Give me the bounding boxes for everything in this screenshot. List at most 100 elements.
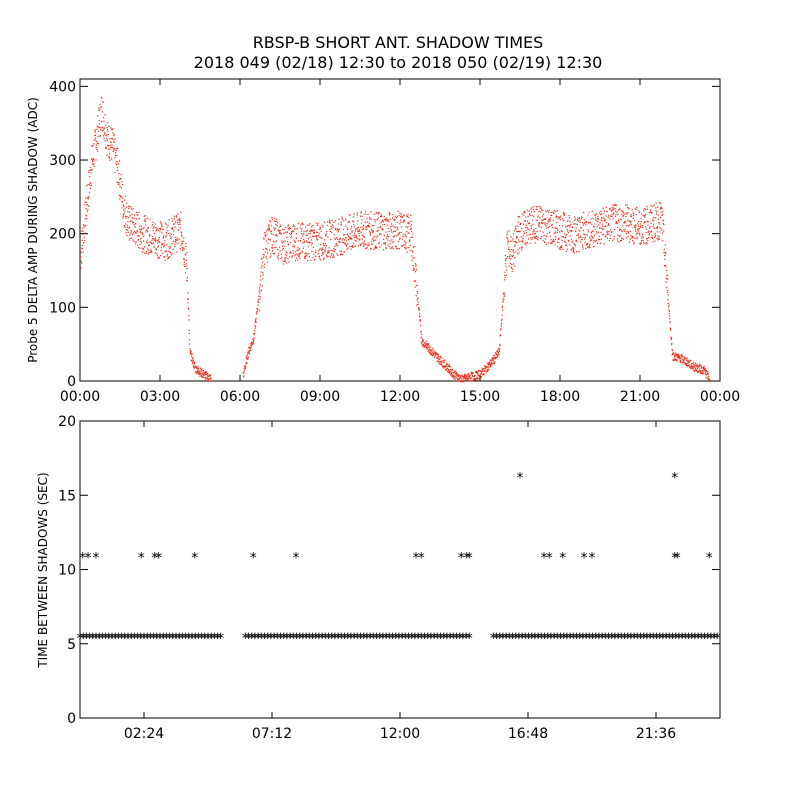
top-data-point xyxy=(617,234,619,236)
top-data-point xyxy=(152,238,154,240)
bottom-baseline-star: * xyxy=(86,631,93,647)
top-data-point xyxy=(153,238,155,240)
top-data-point xyxy=(333,255,335,257)
top-data-point xyxy=(595,217,597,219)
top-data-point xyxy=(627,212,629,214)
top-data-point xyxy=(613,238,615,240)
top-data-point xyxy=(416,290,418,293)
top-data-point xyxy=(151,242,153,244)
top-data-point xyxy=(120,177,122,180)
top-data-point xyxy=(124,226,126,228)
top-data-point xyxy=(415,295,417,297)
top-x-tick-label: 00:00 xyxy=(60,389,100,405)
top-data-point xyxy=(375,211,377,214)
top-data-point xyxy=(116,154,118,157)
top-data-point xyxy=(330,226,332,228)
top-data-point xyxy=(427,350,429,352)
top-data-point xyxy=(354,234,356,236)
top-data-point xyxy=(255,317,257,320)
top-data-point xyxy=(634,225,636,227)
top-data-point xyxy=(644,221,646,223)
top-data-point xyxy=(99,127,101,129)
bottom-baseline-star: * xyxy=(261,631,268,647)
top-data-point xyxy=(609,218,611,220)
top-data-point xyxy=(153,226,155,228)
top-data-point xyxy=(270,231,272,233)
top-data-point xyxy=(617,213,619,215)
top-data-point xyxy=(498,350,501,352)
top-data-point xyxy=(268,228,270,230)
bottom-baseline-star: * xyxy=(634,631,641,647)
top-data-point xyxy=(341,239,344,241)
top-data-point xyxy=(90,169,93,171)
top-data-point xyxy=(527,215,529,218)
top-data-point xyxy=(101,96,103,99)
top-data-point xyxy=(302,247,304,249)
top-data-point xyxy=(611,213,613,215)
top-data-point xyxy=(456,373,458,375)
top-data-point xyxy=(592,217,594,219)
top-data-point xyxy=(355,240,357,242)
top-data-point xyxy=(163,235,165,237)
top-data-point xyxy=(674,359,676,361)
top-data-point xyxy=(375,245,377,247)
top-data-point xyxy=(180,211,182,213)
top-data-point xyxy=(175,237,177,239)
top-data-point xyxy=(157,257,159,259)
top-data-point xyxy=(432,351,434,353)
top-data-point xyxy=(517,225,519,227)
top-data-point xyxy=(635,233,637,235)
top-data-point xyxy=(574,245,577,247)
top-data-point xyxy=(312,246,314,248)
top-data-point xyxy=(330,239,332,241)
top-data-point xyxy=(593,225,595,227)
top-data-point xyxy=(125,232,127,234)
top-data-point xyxy=(499,343,501,345)
top-data-point xyxy=(365,248,367,250)
top-data-point xyxy=(547,242,549,244)
top-data-point xyxy=(356,212,358,214)
top-data-point xyxy=(248,351,250,353)
top-data-point xyxy=(322,244,325,246)
top-data-point xyxy=(461,381,463,383)
top-data-point xyxy=(664,244,666,246)
top-data-point xyxy=(331,256,333,259)
top-data-point xyxy=(597,231,600,233)
top-data-point xyxy=(377,229,379,231)
top-data-point xyxy=(175,216,177,218)
top-data-point xyxy=(260,290,262,292)
top-data-point xyxy=(383,215,385,217)
bottom-baseline-star: * xyxy=(573,631,580,647)
top-data-point xyxy=(537,239,539,241)
top-data-point xyxy=(91,163,93,165)
top-data-point xyxy=(289,227,292,229)
top-data-point xyxy=(612,213,614,215)
top-data-point xyxy=(281,229,284,231)
top-data-point xyxy=(685,365,687,367)
top-data-point xyxy=(490,366,492,368)
top-data-point xyxy=(527,220,529,222)
top-data-point xyxy=(560,215,562,217)
top-data-point xyxy=(301,233,303,235)
top-data-point xyxy=(376,247,378,249)
top-data-point xyxy=(445,364,448,366)
top-data-point xyxy=(601,223,603,225)
top-data-point xyxy=(590,232,593,234)
top-data-point xyxy=(634,229,637,231)
top-data-point xyxy=(443,359,445,361)
top-data-point xyxy=(539,222,541,224)
bottom-data-point: * xyxy=(589,551,596,567)
top-data-point xyxy=(199,373,201,375)
top-data-point xyxy=(149,234,151,236)
top-data-point xyxy=(629,215,632,217)
top-data-point xyxy=(262,248,265,250)
top-data-point xyxy=(198,371,201,373)
bottom-baseline-star: * xyxy=(443,631,450,647)
top-data-point xyxy=(103,127,105,129)
top-data-point xyxy=(688,361,690,363)
top-data-point xyxy=(487,369,489,371)
top-data-point xyxy=(94,134,97,136)
top-data-point xyxy=(185,253,187,255)
top-data-point xyxy=(153,246,155,248)
top-data-point xyxy=(526,235,528,237)
